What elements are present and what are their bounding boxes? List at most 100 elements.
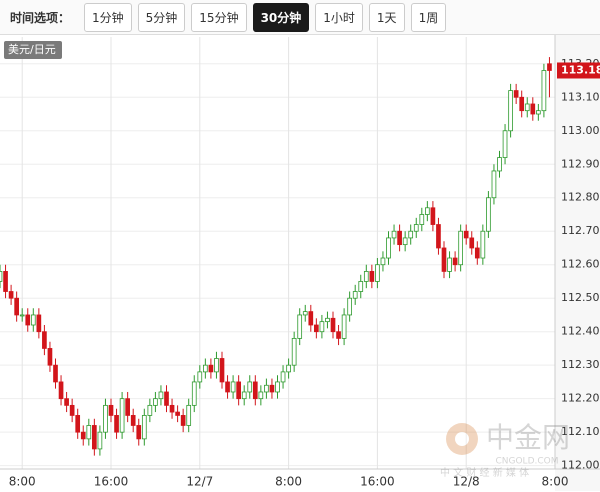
- x-tick-label: 16:00: [360, 475, 395, 489]
- y-tick-label: 112.40: [561, 325, 600, 338]
- watermark-logo: [455, 432, 469, 446]
- interval-button[interactable]: 1分钟: [84, 2, 132, 32]
- chart: 113.20113.10113.00112.90112.80112.70112.…: [0, 35, 600, 491]
- x-tick-label: 16:00: [94, 475, 129, 489]
- candle-body: [425, 207, 430, 215]
- candle-body: [513, 90, 519, 98]
- candle-body: [413, 224, 419, 232]
- candle-body: [536, 110, 541, 115]
- x-tick-label: 8:00: [9, 475, 36, 489]
- candle-body: [19, 314, 25, 317]
- candle-body: [197, 371, 203, 383]
- candle-body: [341, 314, 347, 339]
- interval-button[interactable]: 1小时: [315, 2, 363, 32]
- watermark-brand: 中金网: [486, 421, 570, 454]
- candle-body: [0, 271, 3, 282]
- candle-body: [180, 415, 186, 426]
- candle-body: [147, 404, 153, 416]
- candle-body: [469, 237, 475, 249]
- candle-body: [397, 230, 402, 246]
- interval-button[interactable]: 15分钟: [191, 2, 247, 32]
- candle-body: [80, 431, 86, 440]
- interval-button[interactable]: 30分钟: [252, 2, 310, 32]
- candle-body: [308, 311, 314, 326]
- candle-body: [330, 317, 336, 333]
- candle-body: [230, 381, 236, 393]
- candle-body: [458, 230, 463, 266]
- watermark-logo: [446, 423, 478, 455]
- candle-body: [8, 291, 14, 299]
- candle-body: [97, 431, 103, 450]
- candle-body: [92, 425, 97, 450]
- toolbar-label: 时间选项：: [10, 10, 71, 25]
- series-label: 美元/日元: [8, 43, 56, 56]
- y-tick-label: 112.10: [561, 425, 600, 438]
- candle-body: [530, 103, 536, 115]
- candle-body: [208, 364, 214, 373]
- candle-body: [225, 381, 230, 393]
- candle-body: [441, 247, 447, 272]
- candle-body: [319, 321, 325, 333]
- candle-body: [114, 415, 119, 433]
- candle-body: [269, 384, 275, 393]
- watermark: 中金网 CNGOLD.COM 中 文 财 经 新 媒 体: [440, 421, 570, 479]
- candle-body: [291, 337, 297, 366]
- candle-body: [264, 384, 269, 393]
- candle-body: [302, 311, 308, 316]
- x-tick-label: 8:00: [542, 475, 569, 489]
- candle-body: [463, 230, 469, 239]
- series-label-box: [4, 41, 62, 59]
- candle-body: [64, 398, 69, 406]
- toolbar: 时间选项： 1分钟 5分钟 15分钟 30分钟 1小时 1天 1周: [0, 0, 600, 35]
- x-tick-label: 12/7: [186, 475, 213, 489]
- candle-body: [280, 371, 286, 383]
- interval-button[interactable]: 1周: [410, 2, 447, 32]
- candle-body: [252, 381, 258, 400]
- candle-body: [75, 415, 81, 433]
- candle-body: [36, 314, 42, 333]
- candle-body: [547, 63, 552, 71]
- candle-body: [358, 281, 364, 292]
- y-tick-label: 112.70: [561, 224, 600, 237]
- candle-body: [369, 271, 375, 282]
- candle-body: [336, 331, 341, 339]
- candle-body: [508, 90, 513, 132]
- y-tick-label: 112.50: [561, 291, 600, 304]
- interval-button[interactable]: 1天: [368, 2, 405, 32]
- interval-button[interactable]: 5分钟: [137, 2, 186, 32]
- candle-body: [402, 237, 408, 246]
- candle-body: [363, 271, 369, 282]
- candle-body: [25, 314, 31, 326]
- watermark-site: CNGOLD.COM: [495, 457, 558, 467]
- candle-body: [286, 364, 291, 373]
- candle-body: [474, 247, 480, 259]
- candle-body: [164, 391, 169, 406]
- candle-body: [380, 257, 386, 266]
- candle-body: [86, 425, 92, 440]
- watermark-slogan: 中 文 财 经 新 媒 体: [440, 466, 529, 479]
- candle-body: [241, 391, 247, 400]
- last-price: 113.18: [561, 63, 600, 76]
- candle-body: [325, 317, 330, 323]
- candle-body: [125, 398, 130, 416]
- candle-body: [486, 197, 491, 232]
- candle-body: [203, 364, 208, 373]
- candle-body: [275, 381, 280, 393]
- candle-body: [119, 398, 125, 433]
- candle-body: [247, 381, 253, 393]
- candle-body: [497, 157, 502, 172]
- candle-body: [419, 214, 425, 225]
- candle-body: [58, 381, 64, 400]
- y-tick-label: 112.00: [561, 459, 600, 472]
- candle-body: [130, 415, 136, 426]
- candle-body: [347, 297, 352, 316]
- candle-body: [14, 297, 19, 316]
- candle-body: [430, 207, 436, 225]
- candle-body: [175, 411, 180, 416]
- candle-body: [42, 331, 47, 349]
- candle-body: [69, 404, 75, 416]
- x-tick-label: 12/8: [453, 475, 480, 489]
- candle-body: [352, 291, 358, 299]
- candle-body: [491, 170, 497, 199]
